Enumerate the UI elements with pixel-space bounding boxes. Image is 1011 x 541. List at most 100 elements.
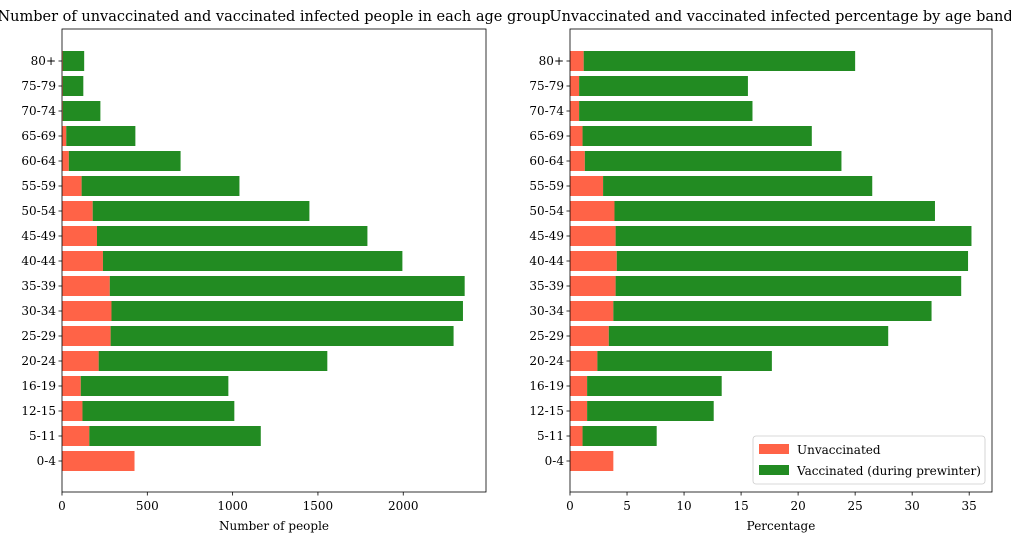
bar-vaccinated-20-24: [597, 351, 772, 371]
bar-unvaccinated-80+: [570, 51, 584, 71]
y-tick-label: 16-19: [529, 379, 564, 393]
bar-vaccinated-35-39: [109, 276, 465, 296]
bar-vaccinated-45-49: [615, 226, 972, 246]
bar-unvaccinated-65-69: [62, 126, 67, 146]
bar-unvaccinated-35-39: [570, 276, 616, 296]
y-tick-label: 75-79: [529, 79, 564, 93]
y-tick-label: 75-79: [21, 79, 56, 93]
bar-vaccinated-70-74: [579, 101, 753, 121]
x-axis-label: Number of people: [219, 519, 329, 533]
bar-vaccinated-40-44: [616, 251, 969, 271]
bar-unvaccinated-35-39: [62, 276, 110, 296]
y-tick-label: 70-74: [529, 104, 564, 118]
x-tick-label: 2000: [388, 499, 419, 513]
axes-frame: [61, 28, 487, 493]
bar-vaccinated-60-64: [68, 151, 181, 171]
x-tick-label: 1500: [303, 499, 334, 513]
bar-vaccinated-65-69: [582, 126, 812, 146]
bar-unvaccinated-16-19: [570, 376, 588, 396]
x-tick-label: 35: [962, 499, 977, 513]
y-tick-label: 16-19: [21, 379, 56, 393]
bar-unvaccinated-45-49: [570, 226, 616, 246]
y-tick-label: 45-49: [21, 229, 56, 243]
bar-vaccinated-12-15: [82, 401, 235, 421]
bar-vaccinated-30-34: [613, 301, 932, 321]
bar-unvaccinated-30-34: [62, 301, 112, 321]
y-tick-label: 45-49: [529, 229, 564, 243]
bar-unvaccinated-60-64: [62, 151, 69, 171]
chart-title: Number of unvaccinated and vaccinated in…: [0, 9, 551, 25]
bar-vaccinated-20-24: [98, 351, 328, 371]
y-tick-label: 35-39: [21, 279, 56, 293]
y-tick-label: 65-69: [21, 129, 56, 143]
bar-vaccinated-55-59: [603, 176, 873, 196]
bar-vaccinated-45-49: [96, 226, 368, 246]
y-tick-label: 65-69: [529, 129, 564, 143]
bar-unvaccinated-30-34: [570, 301, 614, 321]
bar-unvaccinated-75-79: [62, 76, 63, 96]
y-tick-label: 12-15: [21, 404, 56, 418]
y-tick-label: 30-34: [21, 304, 56, 318]
y-tick-label: 40-44: [21, 254, 56, 268]
legend-label-vaccinated: Vaccinated (during prewinter): [796, 464, 981, 478]
bar-vaccinated-70-74: [62, 101, 101, 121]
bar-unvaccinated-45-49: [62, 226, 97, 246]
bar-unvaccinated-12-15: [570, 401, 588, 421]
y-tick-label: 20-24: [529, 354, 564, 368]
bar-vaccinated-40-44: [102, 251, 403, 271]
x-tick-label: 5: [623, 499, 631, 513]
bar-vaccinated-16-19: [80, 376, 229, 396]
bar-vaccinated-60-64: [584, 151, 842, 171]
bar-unvaccinated-25-29: [62, 326, 111, 346]
bar-vaccinated-35-39: [615, 276, 962, 296]
bar-vaccinated-75-79: [579, 76, 748, 96]
x-tick-label: 15: [733, 499, 748, 513]
bar-unvaccinated-70-74: [62, 101, 63, 121]
x-tick-label: 25: [847, 499, 862, 513]
x-tick-label: 1000: [217, 499, 248, 513]
y-tick-label: 55-59: [21, 179, 56, 193]
bar-unvaccinated-5-11: [62, 426, 90, 446]
legend-label-unvaccinated: Unvaccinated: [797, 443, 881, 457]
bar-unvaccinated-40-44: [570, 251, 617, 271]
bar-vaccinated-5-11: [582, 426, 657, 446]
bar-unvaccinated-60-64: [570, 151, 585, 171]
bar-vaccinated-25-29: [110, 326, 454, 346]
y-tick-label: 50-54: [21, 204, 56, 218]
y-tick-label: 80+: [31, 54, 56, 68]
y-tick-label: 60-64: [529, 154, 564, 168]
legend-swatch-vaccinated: [759, 465, 789, 475]
bar-unvaccinated-20-24: [62, 351, 99, 371]
y-tick-label: 20-24: [21, 354, 56, 368]
y-tick-label: 5-11: [29, 429, 56, 443]
bar-vaccinated-75-79: [62, 76, 84, 96]
bar-vaccinated-30-34: [111, 301, 463, 321]
bar-unvaccinated-0-4: [62, 451, 135, 471]
bar-unvaccinated-5-11: [570, 426, 583, 446]
x-tick-label: 20: [790, 499, 805, 513]
x-tick-label: 30: [905, 499, 920, 513]
x-tick-label: 500: [136, 499, 159, 513]
y-tick-label: 60-64: [21, 154, 56, 168]
bar-unvaccinated-70-74: [570, 101, 580, 121]
bar-vaccinated-80+: [62, 51, 85, 71]
bar-unvaccinated-50-54: [62, 201, 93, 221]
bar-vaccinated-16-19: [587, 376, 722, 396]
bar-vaccinated-80+: [583, 51, 856, 71]
bar-unvaccinated-16-19: [62, 376, 81, 396]
legend: Unvaccinated Vaccinated (during prewinter…: [752, 435, 986, 485]
bar-unvaccinated-12-15: [62, 401, 83, 421]
bar-unvaccinated-75-79: [570, 76, 580, 96]
y-tick-label: 80+: [539, 54, 564, 68]
bar-vaccinated-55-59: [81, 176, 240, 196]
bar-vaccinated-5-11: [89, 426, 261, 446]
bar-unvaccinated-20-24: [570, 351, 598, 371]
y-tick-label: 55-59: [529, 179, 564, 193]
bar-unvaccinated-25-29: [570, 326, 609, 346]
y-tick-label: 0-4: [37, 454, 57, 468]
y-tick-label: 50-54: [529, 204, 564, 218]
x-tick-label: 0: [58, 499, 66, 513]
bar-vaccinated-50-54: [92, 201, 310, 221]
bar-unvaccinated-40-44: [62, 251, 103, 271]
